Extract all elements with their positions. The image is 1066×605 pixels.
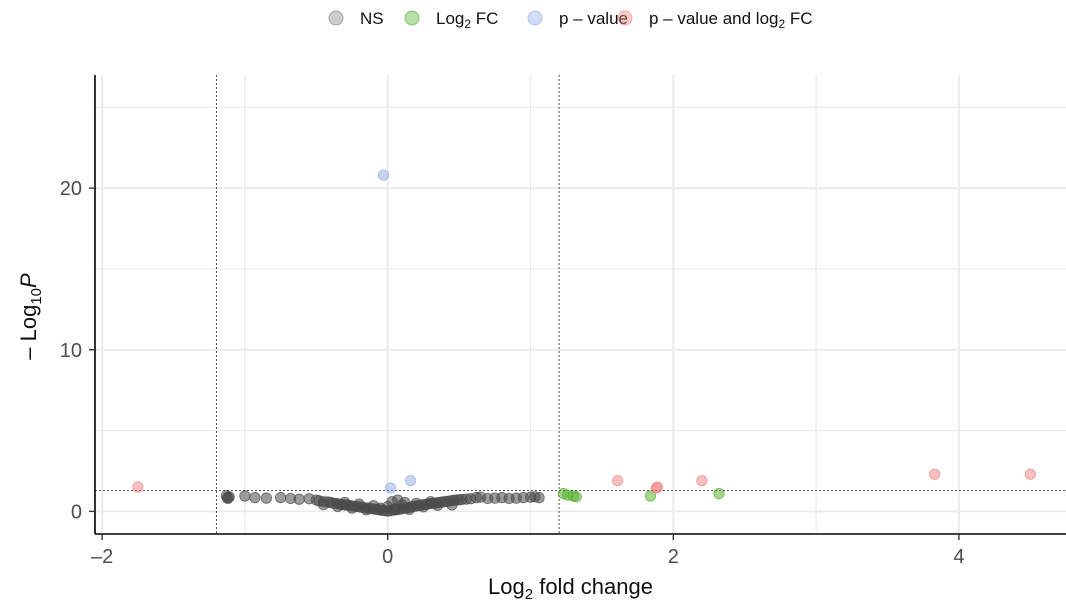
- data-point: [223, 491, 235, 503]
- x-tick-labels: –2 0 2 4: [91, 546, 964, 568]
- data-point: [1024, 468, 1036, 480]
- data-point: [260, 492, 272, 504]
- data-point: [384, 482, 397, 494]
- data-point: [293, 493, 305, 505]
- data-point: [644, 490, 657, 502]
- legend-key-fc: [404, 10, 420, 26]
- data-point: [533, 492, 545, 504]
- legend-key-both: [617, 10, 633, 26]
- y-tick-label: 10: [60, 340, 82, 362]
- data-point: [275, 492, 287, 504]
- y-axis-label: – Log10P: [16, 273, 45, 360]
- legend-key-ns: [328, 10, 344, 26]
- data-point: [404, 475, 417, 487]
- axes: [89, 75, 1066, 540]
- x-tick-label: 4: [953, 546, 964, 568]
- x-tick-label: –2: [91, 546, 113, 568]
- data-point: [424, 496, 437, 508]
- legend-label-both: p – value and log2 FC: [649, 9, 813, 31]
- data-point: [317, 498, 330, 511]
- data-point: [249, 492, 261, 504]
- data-point: [339, 496, 351, 509]
- x-tick-label: 2: [668, 546, 679, 568]
- data-point: [367, 500, 380, 512]
- data-point: [353, 498, 365, 510]
- data-point: [399, 496, 411, 509]
- x-axis-label: Log2 fold change: [488, 574, 653, 603]
- data-point: [377, 169, 390, 181]
- data-point: [410, 497, 422, 509]
- grid: [95, 75, 1066, 534]
- data-point: [696, 475, 708, 487]
- legend-label-fc: Log2 FC: [436, 9, 498, 31]
- data-point: [570, 491, 582, 503]
- data-points: [132, 169, 1036, 517]
- y-tick-label: 0: [71, 501, 82, 523]
- data-point: [446, 499, 458, 511]
- y-tick-label: 20: [60, 178, 82, 200]
- data-point: [239, 490, 251, 502]
- data-point: [652, 481, 664, 493]
- y-tick-labels: 0 10 20: [60, 178, 82, 523]
- data-point: [713, 487, 725, 500]
- legend-key-p: [527, 10, 543, 26]
- data-point: [132, 481, 144, 493]
- cutoff-lines: [95, 75, 1066, 534]
- x-tick-label: 0: [382, 546, 393, 568]
- legend: NS Log2 FC p – value p – value and log2 FC: [328, 9, 813, 31]
- legend-label-ns: NS: [360, 9, 384, 28]
- legend-label-p: p – value: [559, 9, 628, 28]
- data-point: [612, 475, 624, 487]
- data-point: [929, 468, 941, 480]
